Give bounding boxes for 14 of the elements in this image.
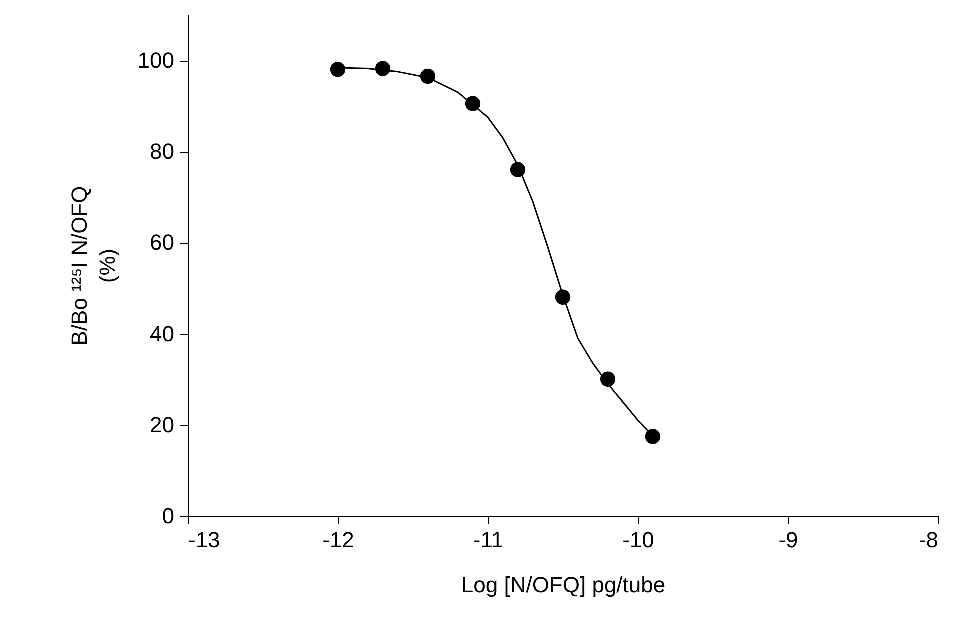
x-tick-label: -8 — [918, 528, 938, 552]
y-tick-label: 40 — [150, 321, 174, 346]
y-tick-label: 80 — [150, 139, 174, 164]
x-tick-label: -11 — [473, 528, 504, 552]
x-axis-title: Log [N/OFQ] pg/tube — [461, 572, 666, 598]
y-tick-label: 0 — [162, 504, 174, 528]
x-tick-label: -13 — [188, 528, 220, 552]
y-tick-label: 100 — [138, 48, 174, 74]
y-axis-title: B/Bo ¹²⁵I N/OFQ (%) — [66, 186, 120, 346]
x-tick-label: -10 — [622, 528, 654, 552]
x-tick-label: -9 — [778, 528, 798, 552]
x-tick-label: -12 — [322, 528, 354, 552]
y-tick-label: 60 — [150, 230, 174, 256]
y-tick-label: 20 — [150, 412, 174, 438]
